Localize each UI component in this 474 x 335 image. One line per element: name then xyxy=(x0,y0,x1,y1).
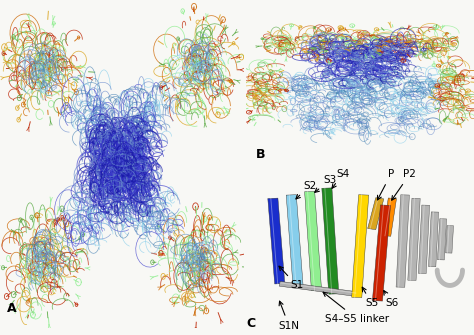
Polygon shape xyxy=(419,205,429,274)
Polygon shape xyxy=(279,281,356,296)
Polygon shape xyxy=(322,188,339,294)
Polygon shape xyxy=(428,212,438,267)
Polygon shape xyxy=(305,191,321,291)
Text: P2: P2 xyxy=(392,170,416,200)
Text: S5: S5 xyxy=(362,287,378,309)
Polygon shape xyxy=(408,198,420,280)
Text: S3: S3 xyxy=(315,175,337,192)
Polygon shape xyxy=(368,198,384,230)
Polygon shape xyxy=(286,195,303,287)
Polygon shape xyxy=(373,205,391,301)
Text: S2: S2 xyxy=(296,181,316,199)
Text: S1: S1 xyxy=(279,266,303,290)
Polygon shape xyxy=(446,225,454,253)
Text: S1N: S1N xyxy=(278,301,300,331)
Text: B: B xyxy=(255,148,265,161)
Text: S4–S5 linker: S4–S5 linker xyxy=(323,292,389,324)
Text: P: P xyxy=(377,170,394,200)
Text: S4: S4 xyxy=(332,169,350,188)
Polygon shape xyxy=(396,195,410,287)
Text: A: A xyxy=(7,302,17,315)
Polygon shape xyxy=(268,198,285,284)
Polygon shape xyxy=(383,198,396,236)
Polygon shape xyxy=(352,195,369,297)
Text: S6: S6 xyxy=(384,290,398,309)
Polygon shape xyxy=(438,219,447,260)
Text: C: C xyxy=(246,317,255,330)
